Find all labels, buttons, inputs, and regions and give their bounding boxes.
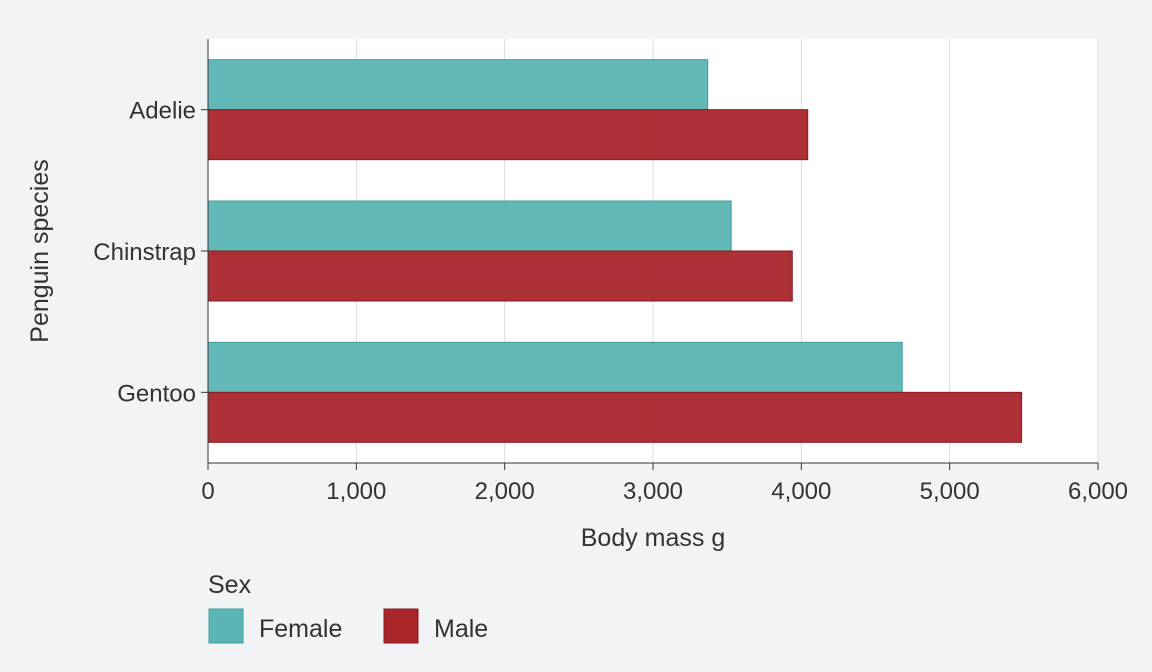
bar-gentoo-male xyxy=(207,391,1023,443)
bar-gentoo-female xyxy=(207,341,903,393)
legend-label-male: Male xyxy=(434,615,488,643)
bar-chinstrap-male xyxy=(207,250,793,302)
x-axis-title: Body mass g xyxy=(581,524,726,552)
y-tick-label-chinstrap: Chinstrap xyxy=(93,239,196,266)
x-tick-label: 5,000 xyxy=(920,478,980,505)
legend-title: Sex xyxy=(208,571,252,599)
legend-label-female: Female xyxy=(259,615,342,643)
bar-adelie-female xyxy=(207,59,709,111)
y-tick-label-adelie: Adelie xyxy=(129,98,196,125)
x-tick-labels: 0 1,000 2,000 3,000 4,000 5,000 6,000 xyxy=(201,478,1128,505)
y-axis-title: Penguin species xyxy=(26,159,54,342)
x-tick-label: 4,000 xyxy=(771,478,831,505)
legend-swatch-male xyxy=(383,608,419,644)
x-tick-label: 3,000 xyxy=(623,478,683,505)
x-tick-label: 1,000 xyxy=(326,478,386,505)
legend: Sex Female Male xyxy=(208,571,488,644)
legend-swatch-female xyxy=(208,608,244,644)
x-tick-label: 2,000 xyxy=(475,478,535,505)
x-tick-label: 6,000 xyxy=(1068,478,1128,505)
bars xyxy=(207,59,1023,443)
y-tick-labels: Adelie Chinstrap Gentoo xyxy=(93,98,196,408)
y-tick-label-gentoo: Gentoo xyxy=(117,380,196,407)
axes xyxy=(201,39,1099,470)
bar-adelie-male xyxy=(207,109,809,161)
bar-chinstrap-female xyxy=(207,200,732,252)
x-tick-label: 0 xyxy=(201,478,214,505)
